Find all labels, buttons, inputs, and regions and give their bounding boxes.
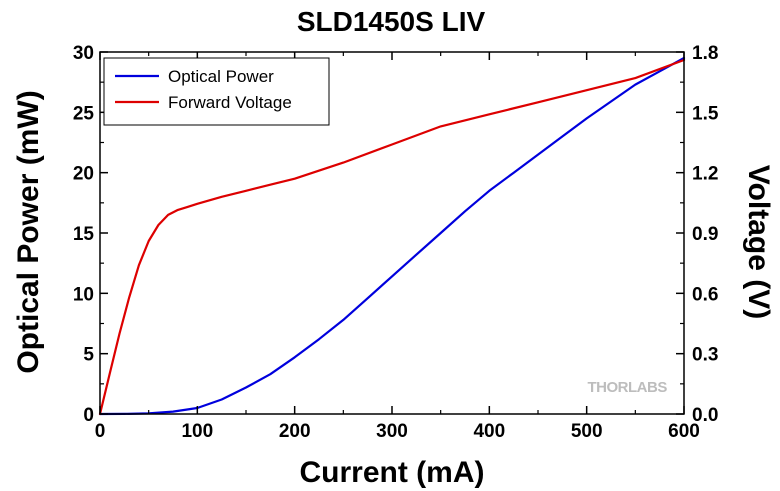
legend-label-optical-power: Optical Power — [168, 67, 274, 86]
y-tick-label: 25 — [73, 103, 95, 124]
y-tick-label: 10 — [73, 284, 94, 305]
x-tick-label: 200 — [279, 421, 311, 442]
legend-box — [103, 57, 330, 126]
y2-tick-label: 0.9 — [692, 224, 718, 245]
watermark-text-left: THOR — [588, 379, 629, 396]
watermark-text-right: LABS — [628, 379, 667, 396]
chart-title: SLD1450S LIV — [297, 6, 486, 37]
y-tick-label: 0 — [83, 405, 94, 426]
y2-tick-label: 0.3 — [692, 345, 718, 366]
y2-tick-label: 1.5 — [692, 103, 719, 124]
legend: Optical Power Forward Voltage — [103, 57, 330, 126]
thorlabs-watermark: THOR LABS — [588, 379, 668, 396]
y-tick-label: 30 — [73, 43, 94, 64]
x-tick-label: 100 — [181, 421, 213, 442]
y-tick-label: 5 — [83, 345, 94, 366]
x-tick-label: 400 — [473, 421, 505, 442]
legend-label-forward-voltage: Forward Voltage — [168, 93, 292, 112]
x-tick-label: 300 — [376, 421, 408, 442]
y2-tick-label: 0.0 — [692, 405, 718, 426]
series-line-forward-voltage — [98, 58, 686, 416]
x-axis-label: Current (mA) — [300, 456, 485, 489]
y2-tick-label: 0.6 — [692, 284, 718, 305]
y-tick-label: 15 — [73, 224, 95, 245]
y-axis-label-right: Voltage (V) — [742, 165, 775, 319]
x-tick-label: 0 — [95, 421, 106, 442]
y2-tick-label: 1.8 — [692, 43, 718, 64]
ticks-layer: 0 100 200 300 400 500 600 0 5 10 15 20 25 30 0.0 0.3 0.6… — [73, 43, 719, 442]
x-tick-label: 500 — [571, 421, 603, 442]
y-axis-label-left: Optical Power (mW) — [12, 90, 45, 373]
y2-tick-label: 1.2 — [692, 164, 718, 185]
x-tick-label: 600 — [668, 421, 700, 442]
y-tick-label: 20 — [73, 164, 94, 185]
